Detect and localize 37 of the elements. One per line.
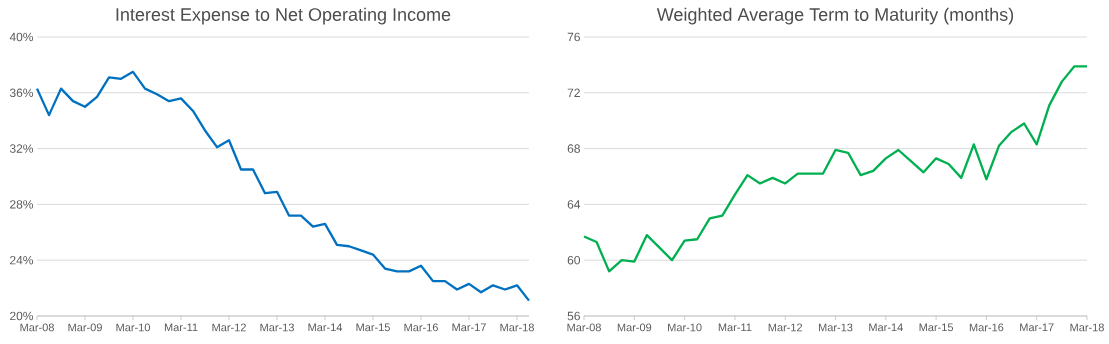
x-tick-label: Mar-12 xyxy=(212,323,246,332)
x-tick-label: Mar-16 xyxy=(404,323,438,332)
y-tick-label: 24% xyxy=(10,255,34,265)
chart-title: Weighted Average Term to Maturity (months) xyxy=(656,7,1014,25)
line-series xyxy=(35,70,531,302)
y-tick-label: 40% xyxy=(9,32,34,42)
x-tick-label: Mar-09 xyxy=(617,323,652,332)
y-tick-label: 32% xyxy=(9,144,34,153)
x-tick-label: Mar-09 xyxy=(68,323,102,332)
x-tick-label: Mar-11 xyxy=(718,323,752,332)
x-tick-label: Mar-10 xyxy=(668,323,702,332)
x-tick-label: Mar-15 xyxy=(919,323,954,332)
y-tick-label: 20% xyxy=(10,311,34,321)
x-tick-label: Mar-18 xyxy=(1070,323,1104,332)
x-tick-label: Mar-10 xyxy=(116,323,150,332)
x-tick-label: Mar-17 xyxy=(1020,323,1054,332)
x-tick-label: Mar-13 xyxy=(260,323,294,332)
x-tick-label: Mar-18 xyxy=(500,323,534,332)
y-tick-label: 76 xyxy=(567,32,580,42)
y-tick-label: 60 xyxy=(567,255,581,265)
x-tick-label: Mar-08 xyxy=(567,323,601,332)
x-tick-label: Mar-11 xyxy=(164,323,198,332)
chart-title: Interest Expense to Net Operating Income xyxy=(116,7,451,25)
x-tick-label: Mar-14 xyxy=(869,323,903,332)
y-tick-label: 56 xyxy=(567,311,580,321)
x-tick-label: Mar-13 xyxy=(818,323,853,332)
y-tick-label: 68 xyxy=(567,144,580,153)
y-tick-label: 36% xyxy=(9,88,34,98)
y-tick-label: 28% xyxy=(10,200,34,209)
x-tick-label: Mar-14 xyxy=(308,323,343,332)
y-tick-label: 64 xyxy=(567,200,581,209)
x-tick-label: Mar-16 xyxy=(969,323,1004,332)
x-tick-label: Mar-12 xyxy=(768,323,803,332)
y-tick-label: 72 xyxy=(567,88,580,97)
x-tick-label: Mar-15 xyxy=(356,323,390,332)
x-tick-label: Mar-17 xyxy=(452,323,486,332)
x-tick-label: Mar-08 xyxy=(20,323,54,332)
